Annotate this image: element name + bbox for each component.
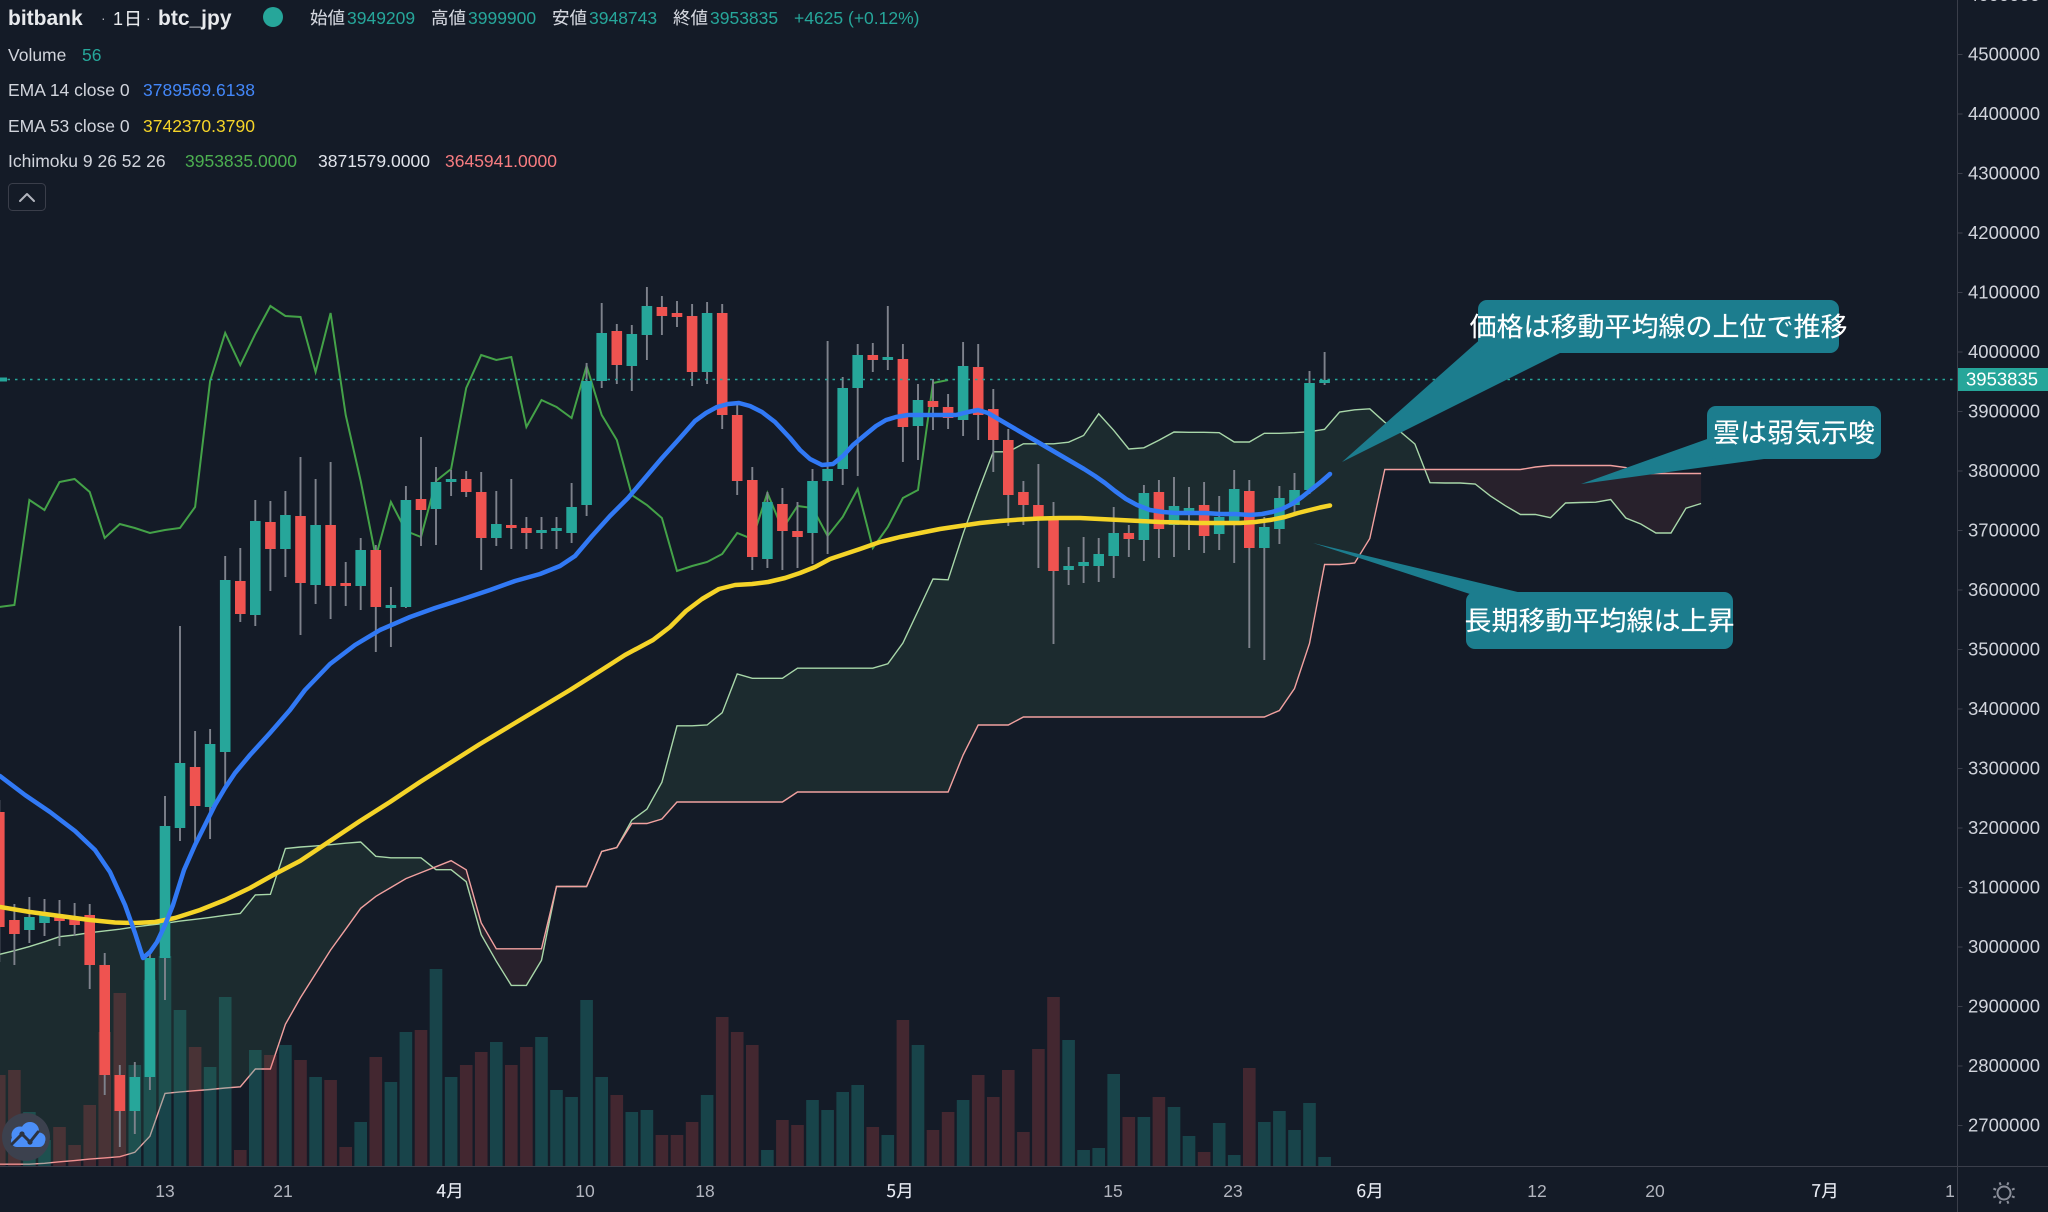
svg-text:·: ·	[101, 10, 106, 26]
svg-text:10: 10	[575, 1181, 595, 1201]
svg-text:21: 21	[273, 1181, 292, 1201]
svg-text:3953835: 3953835	[710, 8, 778, 28]
svg-text:3645941.0000: 3645941.0000	[445, 151, 557, 171]
svg-text:+4625 (+0.12%): +4625 (+0.12%)	[794, 8, 920, 28]
svg-text:4000000: 4000000	[1968, 341, 2040, 362]
svg-text:btc_jpy: btc_jpy	[158, 7, 232, 30]
svg-text:2700000: 2700000	[1968, 1115, 2040, 1136]
svg-text:20: 20	[1645, 1181, 1665, 1201]
svg-text:EMA 53 close 0: EMA 53 close 0	[8, 116, 130, 136]
svg-text:4600000: 4600000	[1968, 0, 2040, 5]
svg-text:3742370.3790: 3742370.3790	[143, 116, 255, 136]
svg-text:3300000: 3300000	[1968, 758, 2040, 779]
svg-text:12: 12	[1527, 1181, 1546, 1201]
svg-text:3200000: 3200000	[1968, 817, 2040, 838]
svg-text:3100000: 3100000	[1968, 877, 2040, 898]
svg-text:Volume: Volume	[8, 45, 66, 65]
svg-text:4200000: 4200000	[1968, 222, 2040, 243]
svg-text:2900000: 2900000	[1968, 996, 2040, 1017]
svg-text:3948743: 3948743	[589, 8, 657, 28]
svg-text:EMA 14 close 0: EMA 14 close 0	[8, 80, 130, 100]
svg-text:Ichimoku 9 26 52 26: Ichimoku 9 26 52 26	[8, 151, 166, 171]
svg-text:3800000: 3800000	[1968, 460, 2040, 481]
svg-text:bitbank: bitbank	[8, 7, 83, 30]
svg-text:3789569.6138: 3789569.6138	[143, 80, 255, 100]
svg-text:15: 15	[1103, 1181, 1122, 1201]
svg-text:3949209: 3949209	[347, 8, 415, 28]
svg-text:56: 56	[82, 45, 101, 65]
svg-text:4500000: 4500000	[1968, 44, 2040, 65]
svg-text:3500000: 3500000	[1968, 639, 2040, 660]
svg-text:3600000: 3600000	[1968, 579, 2040, 600]
svg-text:3700000: 3700000	[1968, 520, 2040, 541]
svg-text:23: 23	[1223, 1181, 1242, 1201]
svg-text:3000000: 3000000	[1968, 936, 2040, 957]
svg-text:2800000: 2800000	[1968, 1055, 2040, 1076]
svg-text:13: 13	[155, 1181, 174, 1201]
svg-text:3871579.0000: 3871579.0000	[318, 151, 430, 171]
svg-text:18: 18	[695, 1181, 714, 1201]
svg-text:3900000: 3900000	[1968, 401, 2040, 422]
svg-text:3953835: 3953835	[1966, 369, 2038, 390]
svg-text:4100000: 4100000	[1968, 282, 2040, 303]
svg-text:4400000: 4400000	[1968, 103, 2040, 124]
svg-text:4300000: 4300000	[1968, 163, 2040, 184]
svg-text:3999900: 3999900	[468, 8, 536, 28]
svg-text:1: 1	[113, 9, 123, 29]
svg-text:3400000: 3400000	[1968, 698, 2040, 719]
svg-text:3953835.0000: 3953835.0000	[185, 151, 297, 171]
svg-text:·: ·	[146, 10, 151, 26]
svg-text:1: 1	[1945, 1181, 1955, 1201]
